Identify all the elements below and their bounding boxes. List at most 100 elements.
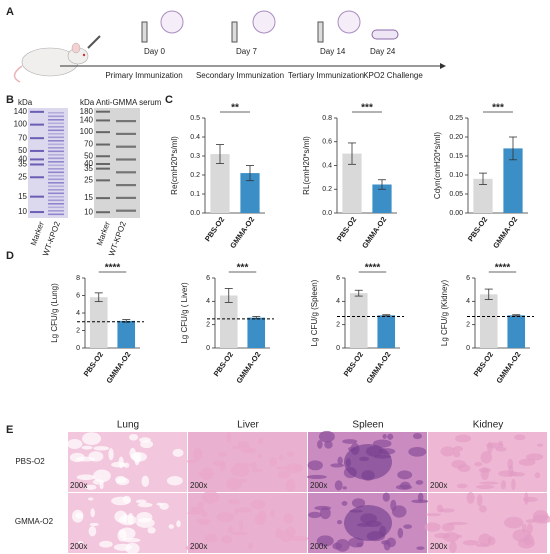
tissue-feature [434, 533, 451, 539]
y-tick-label: 0.4 [322, 162, 332, 169]
day-label: Day 0 [144, 47, 165, 56]
tissue-feature [159, 502, 169, 510]
tissue-feature [270, 509, 275, 518]
tissue-feature [495, 446, 507, 452]
tissue-feature [511, 478, 516, 491]
x-tick-label: PBS-O2 [203, 215, 226, 243]
tissue-feature [192, 447, 203, 461]
band [48, 136, 64, 139]
tissue-feature [285, 479, 296, 492]
tissue-feature [230, 464, 250, 477]
tissue-feature [390, 499, 397, 511]
tissue-feature [250, 462, 257, 469]
tissue-feature [478, 467, 492, 473]
tissue-feature [88, 525, 97, 537]
tissue-feature [136, 499, 147, 504]
tissue-feature [397, 527, 404, 539]
lane-label: Marker [29, 220, 46, 247]
row-label: GMMA-O2 [15, 517, 54, 526]
tissue-feature [479, 481, 499, 485]
blot-image [94, 108, 140, 218]
bar [342, 153, 362, 213]
band [48, 122, 64, 125]
stage-label: KPO2 Challenge [363, 71, 423, 80]
bar [372, 184, 392, 213]
tissue-feature [237, 441, 250, 448]
tissue-feature [403, 524, 413, 529]
tissue-feature [257, 453, 263, 459]
tissue-feature [195, 518, 212, 523]
tissue-feature [382, 433, 387, 439]
bar [473, 178, 493, 213]
gel-unit: kDa [80, 98, 95, 107]
y-tick-label: 0.0 [190, 210, 200, 217]
y-tick-label: 2 [466, 322, 470, 329]
marker-label: 25 [18, 172, 27, 181]
tissue-feature [335, 539, 350, 552]
marker-label: 50 [84, 151, 93, 160]
significance-label: **** [495, 263, 511, 274]
tissue-feature [454, 434, 472, 443]
y-axis-label: Lg CFU/g (Lung) [50, 283, 59, 343]
tissue-feature [400, 481, 411, 490]
tissue-feature [462, 539, 479, 546]
y-tick-label: 0.6 [322, 139, 332, 146]
tissue-feature [456, 483, 468, 489]
tissue-feature [134, 452, 140, 466]
tissue-feature [475, 543, 491, 548]
tissue-feature [453, 446, 464, 452]
y-tick-label: 0.05 [449, 191, 463, 198]
tissue-feature [140, 440, 154, 449]
tissue-feature [239, 520, 244, 532]
stage-label: Secondary Immunization [196, 71, 284, 80]
band [116, 145, 136, 148]
band [48, 192, 64, 195]
tissue-feature [318, 430, 335, 443]
bar [349, 293, 368, 348]
y-tick-label: 0.25 [449, 115, 463, 122]
tissue-feature [136, 511, 153, 523]
band [48, 175, 64, 177]
tissue-feature [479, 505, 487, 513]
magnification-label: 200x [310, 542, 327, 551]
tissue-feature [382, 492, 390, 502]
tissue-feature [416, 546, 425, 550]
tissue-feature [118, 514, 137, 526]
band [116, 132, 136, 135]
y-tick-label: 0.1 [190, 191, 200, 198]
tissue-feature [537, 443, 544, 447]
tissue-feature [308, 511, 322, 519]
tissue-feature [85, 484, 97, 490]
tissue-feature [192, 506, 205, 515]
tissue-feature [451, 460, 467, 469]
y-tick-label: 6 [466, 275, 470, 282]
tissue-feature [436, 504, 444, 513]
band [48, 185, 64, 188]
tissue-feature [137, 502, 153, 508]
tissue-feature [200, 467, 214, 480]
tissue-feature [341, 501, 348, 506]
tissue-feature [128, 433, 139, 441]
tissue-feature [278, 454, 284, 460]
y-axis-label: Lg CFU/g ( Liver) [180, 282, 189, 344]
marker-label: 35 [84, 164, 93, 173]
tissue-feature [125, 542, 140, 554]
band [48, 178, 64, 181]
bar [247, 317, 266, 348]
y-axis-label: Lg CFU/g (Kidney) [440, 280, 449, 347]
tissue-feature [500, 480, 507, 490]
tissue-feature [476, 494, 483, 507]
band [30, 163, 44, 166]
tissue-feature [111, 461, 126, 468]
bar [219, 295, 238, 348]
x-tick-label: PBS-O2 [472, 350, 495, 378]
tissue-feature [534, 472, 541, 479]
band [96, 110, 110, 113]
marker-label: 15 [18, 192, 27, 201]
tissue-feature [330, 463, 345, 468]
tissue-feature [231, 531, 248, 536]
y-tick-label: 0 [76, 345, 80, 352]
y-tick-label: 0.2 [190, 172, 200, 179]
band [116, 158, 136, 161]
column-label: Kidney [473, 420, 504, 431]
